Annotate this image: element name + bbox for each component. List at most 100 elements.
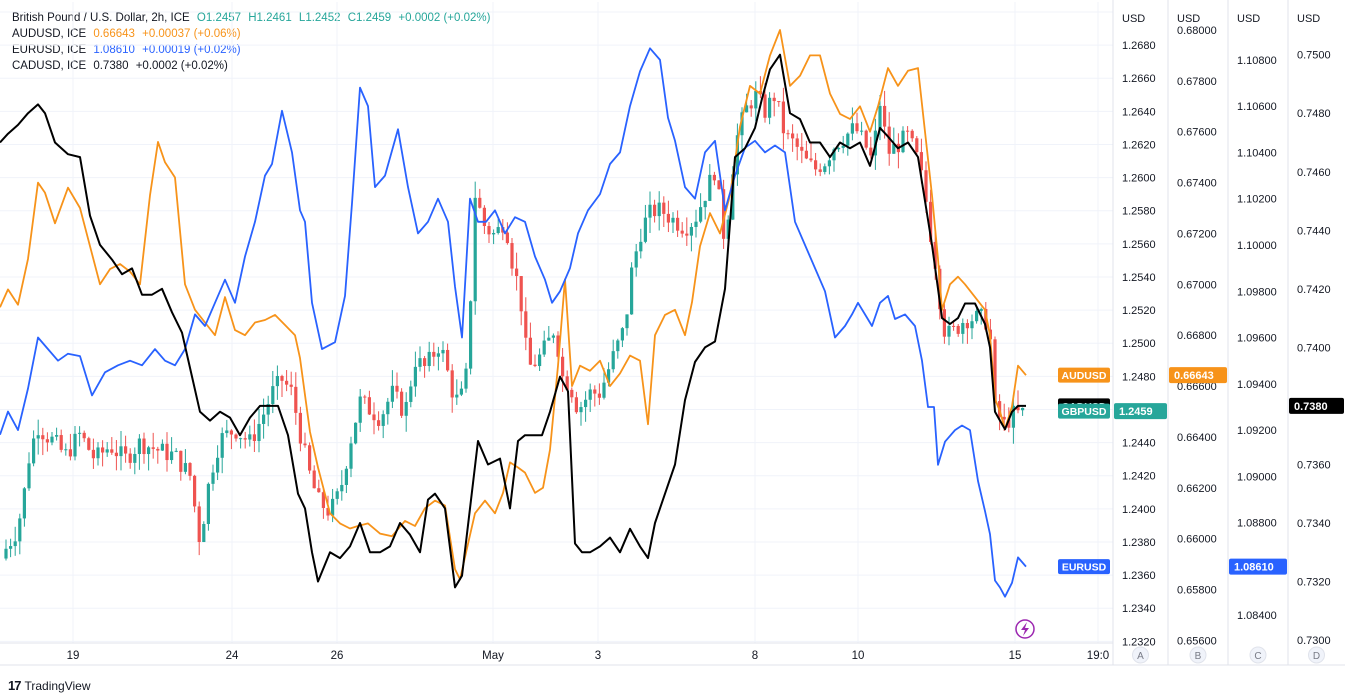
- candle-body: [239, 438, 243, 440]
- axis-A-tick: 1.2340: [1122, 603, 1156, 615]
- candle-body: [423, 358, 427, 367]
- axis-A-tick: 1.2680: [1122, 40, 1156, 52]
- axis-A-tick: 1.2620: [1122, 139, 1156, 151]
- candle-body: [96, 447, 100, 459]
- axis-B-tick: 0.67400: [1177, 178, 1217, 190]
- candle-body: [179, 450, 183, 472]
- candle-body: [441, 349, 445, 354]
- candle-body: [13, 541, 17, 547]
- candle-body: [883, 105, 887, 127]
- axis-D-tick: 0.7440: [1297, 225, 1331, 237]
- candle-body: [929, 201, 933, 242]
- tradingview-footer[interactable]: 17 TradingView: [8, 678, 91, 693]
- axis-button-B: [1189, 646, 1207, 664]
- axis-C-tick: 1.10000: [1237, 240, 1277, 252]
- legend-eurusd-change: +0.00019 (+0.02%): [142, 44, 241, 56]
- axis-B-tick: 0.67200: [1177, 228, 1217, 240]
- candle-body: [188, 463, 192, 476]
- series-line-audusd: [0, 29, 1027, 581]
- candle-body: [933, 241, 937, 269]
- candle-body: [768, 97, 772, 118]
- axis-unit-A: USD: [1122, 13, 1145, 25]
- lightning-icon: [1015, 619, 1035, 639]
- x-tick-label: 19:0: [1087, 650, 1109, 662]
- candle-body: [887, 126, 891, 154]
- candle-body: [303, 443, 307, 446]
- lightning-icon-bolt: [1021, 622, 1029, 636]
- candle-body: [9, 546, 13, 549]
- legend-row-cadusd[interactable]: CADUSD, ICE 0.7380 +0.0002 (+0.02%): [12, 58, 494, 74]
- candle-body: [786, 133, 790, 135]
- candle-body: [708, 174, 712, 201]
- candle-body: [68, 449, 72, 457]
- candle-body: [197, 506, 201, 543]
- candle-body: [165, 443, 169, 461]
- candle-body: [133, 453, 137, 463]
- badge-label-bg: [1058, 403, 1110, 419]
- legend-row-gbpusd[interactable]: British Pound / U.S. Dollar, 2h, ICE O1.…: [12, 10, 494, 26]
- candle-body: [289, 384, 293, 387]
- candle-body: [50, 436, 54, 443]
- candle-body: [1002, 416, 1006, 420]
- candle-body: [970, 321, 974, 329]
- candle-body: [372, 414, 376, 421]
- candle-body: [142, 438, 146, 455]
- axis-C-tick: 1.08800: [1237, 518, 1277, 530]
- candle-body: [110, 449, 114, 453]
- badge-value-bg: [1229, 558, 1287, 575]
- candle-body: [183, 463, 187, 472]
- candle-body: [344, 468, 348, 485]
- candle-body: [818, 169, 822, 172]
- candle-body: [404, 401, 408, 416]
- legend-row-audusd[interactable]: AUDUSD, ICE 0.66643 +0.00037 (+0.06%): [12, 26, 494, 42]
- gbpusd-candles: [4, 76, 1025, 561]
- candle-body: [156, 448, 160, 451]
- candle-body: [505, 232, 509, 244]
- candle-body: [377, 420, 381, 426]
- x-tick-label: May: [482, 650, 504, 662]
- candle-body: [211, 472, 215, 484]
- badge-gbpusd: GBPUSD 1.2459: [1058, 403, 1167, 420]
- candle-body: [643, 217, 647, 242]
- candle-body: [800, 146, 804, 151]
- axis-C-tick: 1.09000: [1237, 471, 1277, 483]
- candle-body: [174, 450, 178, 452]
- candle-body: [280, 376, 284, 381]
- candle-body: [777, 101, 781, 103]
- axis-B-tick: 0.68000: [1177, 25, 1217, 37]
- axis-A-tick: 1.2500: [1122, 338, 1156, 350]
- candle-body: [409, 386, 413, 402]
- axis-C-tick: 1.09400: [1237, 379, 1277, 391]
- candle-body: [22, 488, 26, 519]
- candle-body: [804, 150, 808, 159]
- candle-body: [745, 105, 749, 113]
- badge-label-text: GBPUSD: [1062, 406, 1107, 418]
- candle-body: [593, 389, 597, 394]
- candle-body: [321, 492, 325, 508]
- legend-row-eurusd[interactable]: EURUSD, ICE 1.08610 +0.00019 (+0.02%): [12, 42, 494, 58]
- candle-body: [556, 335, 560, 357]
- badge-label-bg: [1058, 367, 1110, 383]
- candle-body: [363, 396, 367, 398]
- axis-D-tick: 0.7460: [1297, 167, 1331, 179]
- candle-body: [722, 189, 726, 239]
- x-tick-label: 24: [226, 650, 239, 662]
- candle-body: [965, 322, 969, 329]
- candle-body: [846, 133, 850, 146]
- candle-body: [147, 447, 151, 455]
- axis-A-tick: 1.2440: [1122, 438, 1156, 450]
- candle-body: [993, 339, 997, 402]
- candle-body: [910, 130, 914, 139]
- candle-body: [252, 434, 256, 442]
- axis-D-tick: 0.7480: [1297, 108, 1331, 120]
- candle-body: [358, 396, 362, 423]
- candle-body: [533, 364, 537, 367]
- candle-body: [294, 386, 298, 413]
- candle-body: [73, 433, 77, 457]
- candle-body: [225, 430, 229, 434]
- axis-A-tick: 1.2580: [1122, 206, 1156, 218]
- candle-body: [114, 452, 118, 457]
- candle-body: [432, 351, 436, 357]
- axis-A-tick: 1.2360: [1122, 570, 1156, 582]
